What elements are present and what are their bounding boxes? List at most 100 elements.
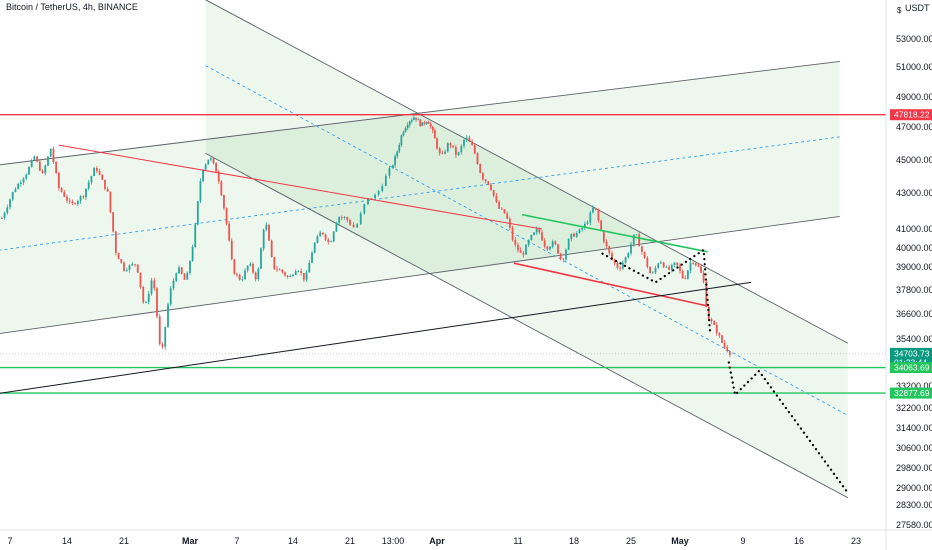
candle-body [268,224,270,241]
candle-body [673,262,676,265]
candle-body [425,122,428,124]
candle-body [359,213,362,225]
dollar-sign-icon[interactable]: $ [897,6,902,15]
candle-body [244,270,246,280]
candle-body [254,272,257,280]
time-tick-label: 18 [569,536,579,546]
candle-body [679,265,681,271]
candle-body [394,156,396,166]
price-tick-label: 32200.00 [896,403,932,413]
candle-body [284,272,286,276]
price-tick-label: 33200.00 [896,381,932,391]
candle-body [343,217,346,218]
price-tag-box [890,109,932,121]
candle-body [220,181,223,196]
price-tag-box [890,362,932,374]
candle-body [605,241,608,247]
candle-body [492,190,495,196]
candle-body [546,246,549,250]
candle-body [535,228,538,233]
candle-body [207,159,210,165]
time-tick-label: 21 [119,536,129,546]
candle-body [236,274,238,276]
price-axis[interactable]: 53000.00 51000.00 49000.00 47000.00 45000.00… [896,34,932,530]
candle-body [651,272,654,274]
candle-body [294,271,297,275]
candle-body [356,224,359,228]
candle-body [6,207,9,213]
candle-body [114,231,117,254]
candle-body [33,156,36,161]
candle-body [180,267,183,274]
candle-body [417,119,420,121]
candle-body [632,234,635,245]
candle-body [150,280,153,294]
candle-body [721,335,723,343]
candle-body [446,143,449,152]
candle-body [527,240,530,245]
candle-body [196,201,199,225]
candle-body [525,244,527,255]
price-tick-label: 40000.00 [896,243,932,253]
candle-body [487,181,490,185]
candle-body [109,191,112,213]
candle-body [145,302,147,303]
candle-body [449,143,452,146]
candle-body [616,262,619,268]
candle-body [134,264,136,265]
candle-body [436,138,438,149]
price-tick-label: 39000.00 [896,262,932,272]
time-tick-label: 23 [851,536,861,546]
candle-body [463,139,465,146]
candle-body [495,195,498,202]
time-tick-label: 9 [740,536,745,546]
candle-body [57,172,60,189]
candle-body [338,217,341,223]
price-tick-label: 51000.00 [896,62,932,72]
candle-body [657,263,660,268]
candle-body [583,223,586,229]
candle-body [421,122,424,127]
candle-body [728,351,731,355]
candle-body [90,176,93,183]
price-tick-label: 53000.00 [896,34,932,44]
candle-body [482,172,484,180]
candle-body [665,266,668,268]
candle-body [0,218,3,219]
candle-body [559,253,562,259]
price-tag-label: 47818.22 [894,110,930,120]
candle-body [204,164,207,170]
candle-body [9,199,11,208]
candle-body [123,262,125,271]
symbol-title: Bitcoin / TetherUS, 4h, BINANCE [6,2,138,12]
currency-label[interactable]: USDT [905,3,930,13]
candle-body [47,156,49,166]
candle-body [305,272,308,280]
candle-body [14,189,17,192]
candle-body [503,209,506,214]
price-tick-label: 36600.00 [896,309,932,319]
candle-body [423,122,426,124]
price-tick-label: 27580.00 [896,520,932,530]
candle-body [638,234,641,247]
candle-body [594,207,597,210]
time-tick-label: 13:00 [382,536,405,546]
candle-body [533,232,535,235]
time-axis[interactable]: 7 14 21 Mar 7 14 21 13:00 Apr 11 18 25 May 9 16 23 [7,536,861,546]
price-tag-label: 34703.73 [894,348,930,358]
candle-body [74,203,77,205]
candle-body [167,304,169,327]
candle-body [519,250,522,253]
candle-body [308,262,311,273]
candle-body [692,262,695,264]
candle-body [63,191,66,197]
time-tick-label: Mar [182,536,199,546]
candle-body [589,212,592,223]
candle-body [276,268,278,270]
rising-channel-mid [0,136,840,251]
candle-body [311,252,313,263]
price-tag-label: 32877.69 [894,388,930,398]
time-tick-label: 11 [513,536,522,546]
candle-body [158,316,161,345]
